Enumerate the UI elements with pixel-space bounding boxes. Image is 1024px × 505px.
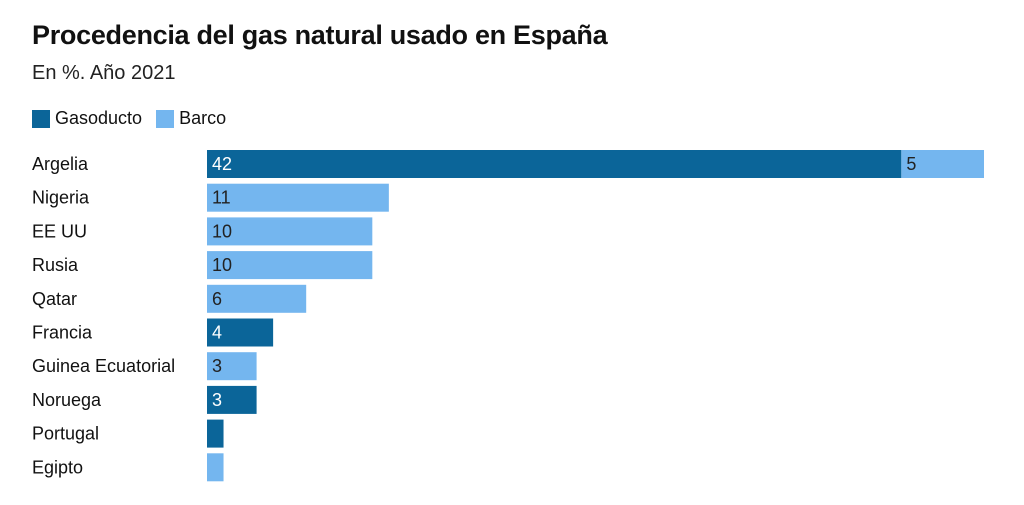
bar-gasoducto [207,385,257,414]
bar-barco [207,352,257,381]
bar-barco [901,150,984,178]
bar-barco [207,284,307,313]
bar-barco [207,251,373,280]
category-label: Noruega [32,390,102,410]
bar-gasoducto [207,150,902,178]
category-label: Francia [32,323,93,343]
legend-item-gasoducto: Gasoducto [32,108,142,129]
data-label: 3 [212,390,222,410]
data-label: 42 [212,154,232,174]
category-label: Portugal [32,424,99,444]
legend-swatch-barco [156,109,175,128]
category-label: Argelia [32,154,89,174]
legend-item-barco: Barco [156,108,226,129]
data-label: 4 [212,323,222,343]
data-label: 10 [212,255,232,275]
bar-barco [207,183,389,212]
chart-subtitle: En %. Año 2021 [32,62,176,84]
legend-label: Gasoducto [55,108,143,128]
data-label: 5 [906,154,916,174]
legend-swatch-gasoducto [32,109,50,128]
category-label: Egipto [32,457,83,477]
bar-barco [207,217,373,246]
category-label: EE UU [32,221,87,241]
data-label: 3 [212,356,222,376]
category-label: Qatar [32,289,77,309]
data-label: 6 [212,289,222,309]
legend-label: Barco [179,108,227,128]
category-label: Guinea Ecuatorial [32,356,175,376]
data-label: 11 [212,188,231,208]
bar-gasoducto [207,419,224,448]
category-label: Rusia [32,255,79,275]
bar-gasoducto [207,318,274,347]
legend: Gasoducto Barco [32,108,240,129]
category-label: Nigeria [32,188,90,208]
chart-title: Procedencia del gas natural usado en Esp… [32,20,608,50]
bar-barco [207,453,224,482]
data-label: 10 [212,221,232,241]
